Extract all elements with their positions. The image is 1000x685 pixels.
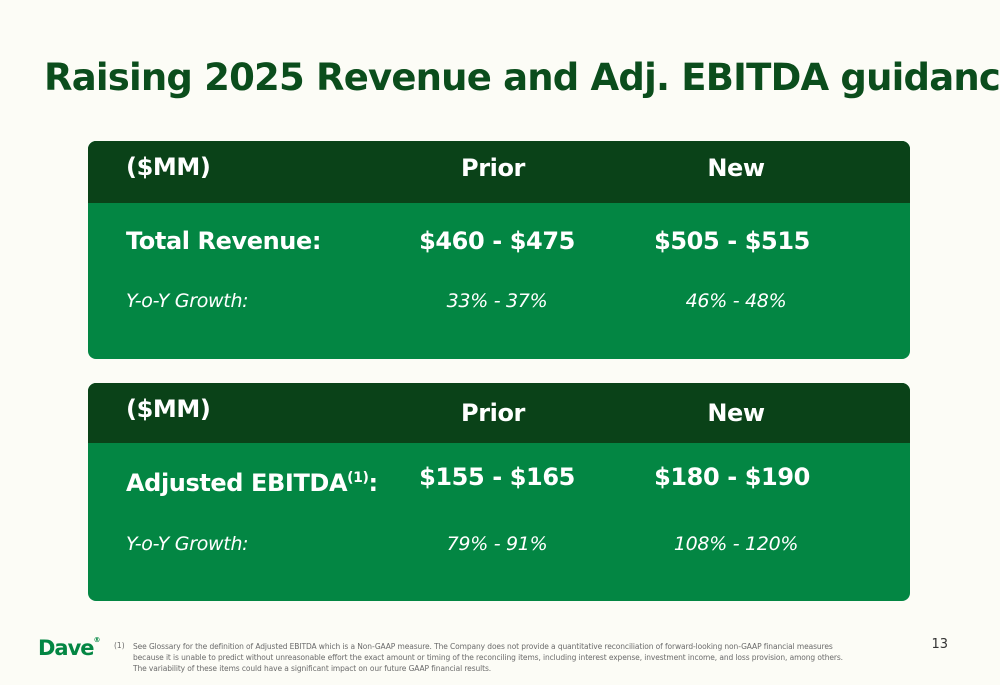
units-label: ($MM): [126, 395, 211, 423]
ebitda-card-header: ($MM) Prior New: [88, 383, 910, 443]
ebitda-guidance-card: ($MM) Prior New Adjusted EBITDA(1): $155…: [88, 383, 910, 601]
page-number: 13: [931, 637, 948, 652]
prior-column-header-text: Prior: [461, 154, 525, 182]
ebitda-prior-growth-text: 79% - 91%: [446, 533, 548, 555]
revenue-guidance-card: ($MM) Prior New Total Revenue: $460 - $4…: [88, 141, 910, 359]
ebitda-new-value-text: $180 - $190: [654, 463, 810, 491]
footnote-marker: (1): [347, 470, 369, 486]
label-colon: :: [368, 469, 378, 497]
prior-column-header-text: Prior: [461, 399, 525, 427]
revenue-card-header: ($MM) Prior New: [88, 141, 910, 203]
revenue-growth-label: Y-o-Y Growth:: [126, 290, 249, 312]
dave-logo-text: Dave: [38, 636, 95, 660]
adjusted-ebitda-label: Adjusted EBITDA(1):: [126, 469, 378, 497]
ebitda-new-growth-text: 108% - 120%: [673, 533, 799, 555]
new-column-header-text: New: [707, 399, 765, 427]
revenue-prior-value-text: $460 - $475: [419, 227, 575, 255]
revenue-new-growth-text: 46% - 48%: [685, 290, 787, 312]
registered-mark: ®: [93, 636, 101, 644]
page-title: Raising 2025 Revenue and Adj. EBITDA gui…: [44, 56, 1000, 99]
revenue-new-value-text: $505 - $515: [654, 227, 810, 255]
adjusted-ebitda-label-text: Adjusted EBITDA: [126, 469, 348, 497]
ebitda-prior-value-text: $155 - $165: [419, 463, 575, 491]
footnote-number: (1): [114, 641, 125, 650]
ebitda-growth-label: Y-o-Y Growth:: [126, 533, 249, 555]
new-column-header-text: New: [707, 154, 765, 182]
revenue-prior-growth-text: 33% - 37%: [446, 290, 548, 312]
units-label: ($MM): [126, 153, 211, 181]
total-revenue-label: Total Revenue:: [126, 227, 322, 255]
footnote-text: See Glossary for the definition of Adjus…: [133, 642, 843, 673]
dave-logo: Dave®: [38, 636, 101, 660]
